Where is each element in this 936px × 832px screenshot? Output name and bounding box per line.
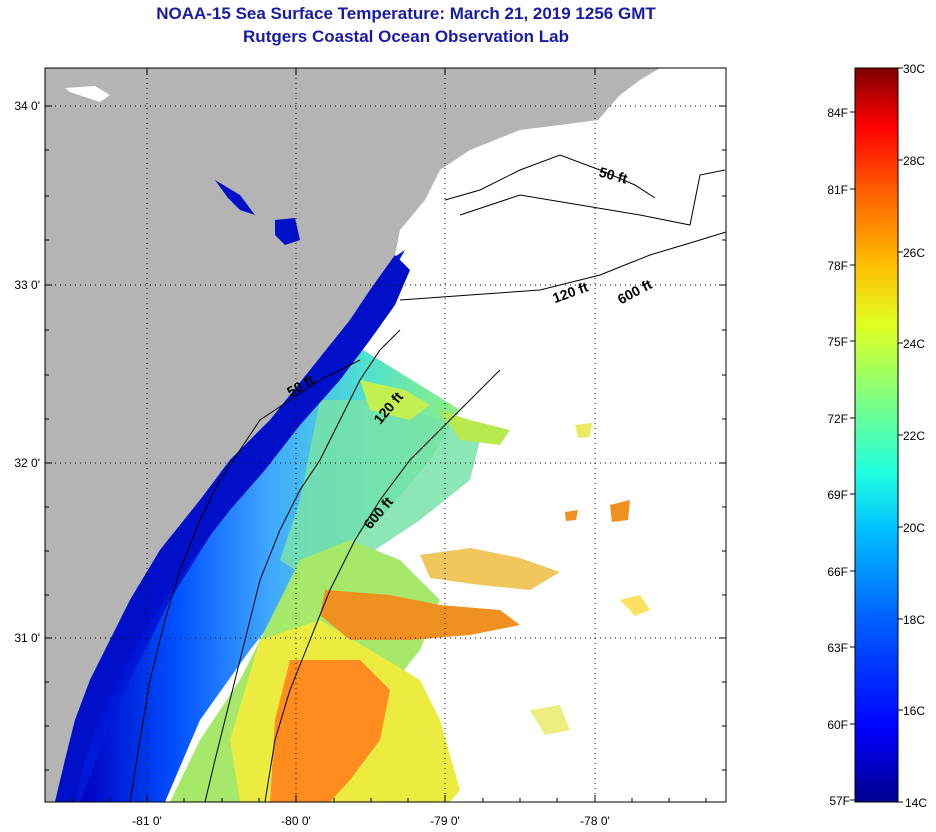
colorbar-label-63f: 63F	[827, 641, 848, 655]
colorbar-label-72f: 72F	[827, 412, 848, 426]
colorbar-label-57f: 57F	[829, 794, 850, 808]
isobath-50-north	[444, 154, 656, 201]
colorbar-label-16c: 16C	[903, 704, 925, 718]
map-subtitle: Rutgers Coastal Ocean Observation Lab	[243, 27, 569, 46]
colorbar-label-18c: 18C	[903, 613, 925, 627]
colorbar	[854, 67, 899, 803]
isobath-120-north	[459, 169, 726, 226]
lat-label-31: 31 0'	[14, 631, 40, 645]
lat-label-33: 33 0'	[14, 278, 40, 292]
colorbar-label-75f: 75F	[827, 335, 848, 349]
land-mass	[45, 68, 660, 802]
lon-label-81: -81 0'	[132, 814, 162, 828]
colorbar-label-30c: 30C	[903, 62, 925, 76]
colorbar-label-66f: 66F	[827, 565, 848, 579]
graticule	[45, 68, 726, 802]
map-frame	[44, 67, 727, 803]
lake-marion	[215, 180, 255, 215]
colorbar-label-60f: 60F	[827, 718, 848, 732]
isobath-label-50-north: 50 ft	[597, 164, 629, 187]
isobath-600-south	[264, 369, 501, 802]
lat-label-32: 32 0'	[14, 456, 40, 470]
isobath-600-north	[399, 231, 726, 301]
colorbar-label-84f: 84F	[827, 106, 848, 120]
colorbar-label-22c: 22C	[903, 429, 925, 443]
lon-label-79: -79 0'	[430, 814, 460, 828]
isobath-120-south	[204, 329, 401, 802]
colorbar-label-26c: 26C	[903, 246, 925, 260]
colorbar-label-81f: 81F	[827, 183, 848, 197]
map-title: NOAA-15 Sea Surface Temperature: March 2…	[156, 4, 656, 23]
colorbar-label-14c: 14C	[905, 796, 927, 810]
nearshore-cold-water	[55, 255, 410, 802]
colorbar-label-28c: 28C	[903, 154, 925, 168]
lake-moultrie	[275, 218, 300, 245]
lon-label-80: -80 0'	[281, 814, 311, 828]
colorbar-label-20c: 20C	[903, 521, 925, 535]
isobaths	[129, 154, 726, 802]
colorbar-label-69f: 69F	[827, 488, 848, 502]
colorbar-label-78f: 78F	[827, 259, 848, 273]
inland-no-data	[65, 86, 110, 102]
colorbar-ticks	[850, 67, 903, 803]
map-plot	[45, 68, 726, 802]
lon-label-78: -78 0'	[580, 814, 610, 828]
lat-label-34: 34 0'	[14, 99, 40, 113]
axis-ticks	[45, 68, 726, 802]
colorbar-label-24c: 24C	[903, 337, 925, 351]
isobath-50-south	[129, 359, 361, 802]
